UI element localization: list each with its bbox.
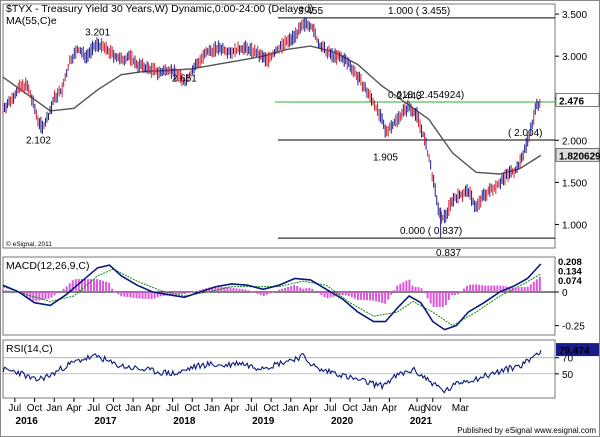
x-axis-tick-label: Mar <box>452 403 470 414</box>
x-axis-tick-label: Apr <box>66 403 82 414</box>
x-axis-year-label: 2016 <box>16 416 39 427</box>
x-axis-tick-label: Oct <box>106 403 122 414</box>
price-y-tick-label: 3.500 <box>562 10 587 21</box>
x-axis-tick-label: Jul <box>166 403 179 414</box>
x-axis-tick-label: Oct <box>342 403 358 414</box>
macd-y-tick-label: -0.25 <box>562 322 585 333</box>
rsi-last-value-box <box>556 343 599 357</box>
price-chart-title: $TYX - Treasury Yield 30 Years,W) Dynami… <box>6 3 314 15</box>
x-axis-tick-label: Jul <box>8 403 21 414</box>
price-level-label: 3.201 <box>85 27 110 38</box>
rsi-y-tick-label: 50 <box>562 370 574 381</box>
macd-value-box <box>556 256 586 266</box>
x-axis-tick-label: Jul <box>87 403 100 414</box>
x-axis-tick-label: Apr <box>303 403 319 414</box>
price-level-label: 2.651 <box>172 74 197 85</box>
x-axis-year-label: 2018 <box>173 416 196 427</box>
x-axis-tick-label: Apr <box>382 403 398 414</box>
fib-level-label: 0.000 ( 0.837) <box>400 226 462 237</box>
rsi-title: RSI(14,C) <box>6 343 53 355</box>
x-axis-year-label: 2019 <box>252 416 275 427</box>
price-panel-frame <box>2 3 556 249</box>
price-level-label: 1.905 <box>373 152 398 163</box>
last-price-value: 2.476 <box>559 96 584 107</box>
price-level-label: 3.455 <box>298 6 323 17</box>
x-axis-year-label: 2020 <box>331 416 354 427</box>
macd-value-label: 0.208 <box>558 257 582 268</box>
price-y-tick-label: 2.000 <box>562 136 587 147</box>
x-axis-year-label: 2021 <box>410 416 433 427</box>
price-y-tick-label: 3.000 <box>562 52 587 63</box>
x-axis-tick-label: Oct <box>27 403 43 414</box>
ma-last-value: 1.820629 <box>559 151 600 162</box>
x-axis-tick-label: Aug <box>408 403 426 414</box>
rsi-panel-frame <box>2 339 556 399</box>
macd-value-box <box>556 275 586 285</box>
price-y-tick-label: 1.000 <box>562 220 587 231</box>
fib-level-label: 0.618 (2.454924) <box>388 90 464 101</box>
x-axis-year-label: 2017 <box>94 416 117 427</box>
x-axis-tick-label: Nov <box>424 403 442 414</box>
macd-value-label: 0.074 <box>558 276 582 287</box>
x-axis-tick-label: Apr <box>145 403 161 414</box>
x-axis-tick-label: Jan <box>46 403 62 414</box>
x-axis-tick-label: Jan <box>283 403 299 414</box>
x-axis-tick-label: Jan <box>362 403 378 414</box>
fib-level-label: 1.000 ( 3.455) <box>388 6 450 17</box>
x-axis-tick-label: Jul <box>324 403 337 414</box>
macd-title: MACD(12,26,9,C) <box>6 260 89 272</box>
moving-average-line <box>2 45 542 175</box>
macd-value-box <box>556 265 586 276</box>
price-level-label: 2.443 <box>397 91 422 102</box>
x-axis-tick-label: Jan <box>125 403 141 414</box>
macd-y-tick-label: 0 <box>562 288 568 299</box>
ma-indicator-label: MA(55,C)e <box>6 15 57 27</box>
price-y-tick-label: 1.500 <box>562 178 587 189</box>
x-axis-tick-label: Jul <box>245 403 258 414</box>
x-axis-tick-label: Jan <box>204 403 220 414</box>
x-axis-tick-label: Oct <box>184 403 200 414</box>
ma-last-value-box <box>555 148 600 162</box>
price-level-label: 2.102 <box>26 136 51 147</box>
last-price-value-box <box>555 93 600 107</box>
x-axis-tick-label: Oct <box>263 403 279 414</box>
rsi-y-tick-label: 70 <box>562 354 574 365</box>
macd-value-label: 0.134 <box>558 267 582 278</box>
x-axis-tick-label: Apr <box>224 403 240 414</box>
publisher-footer: Published by eSignal www.esignal.com <box>457 426 596 435</box>
rsi-line <box>2 349 542 394</box>
esignal-watermark: © eSignal, 2011 <box>6 240 52 248</box>
fib-level-label: ( 2.004) <box>508 128 542 139</box>
macd-line <box>2 263 542 331</box>
rsi-last-value: 79.474 <box>559 346 590 357</box>
price-level-label: 0.837 <box>436 248 461 259</box>
